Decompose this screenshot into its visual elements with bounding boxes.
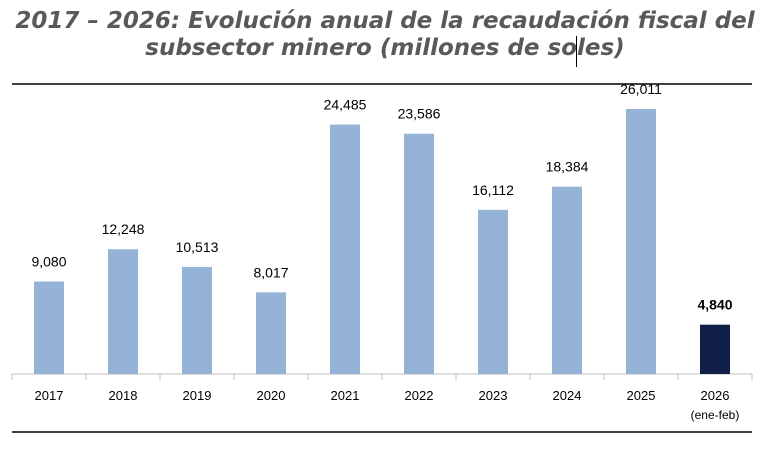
value-label-2024: 18,384 <box>546 159 589 175</box>
value-label-2021: 24,485 <box>324 97 367 113</box>
x-tick-label-2021: 2021 <box>331 388 360 403</box>
value-label-2019: 10,513 <box>176 239 219 255</box>
value-labels-group: 9,080 12,248 10,513 8,017 24,485 23,586 16,112… <box>31 81 732 313</box>
bar-2022 <box>404 133 434 374</box>
value-label-2018: 12,248 <box>102 221 145 237</box>
x-tick-label-2022: 2022 <box>405 388 434 403</box>
x-tick-label-2017: 2017 <box>35 388 64 403</box>
bar-2023 <box>478 209 508 374</box>
x-tick-labels-group: 2017 2018 2019 2020 2021 2022 2023 2024 2025 2026… <box>35 388 740 422</box>
value-label-2022: 23,586 <box>398 106 441 122</box>
bar-2026 <box>700 324 730 374</box>
bar-2018 <box>108 249 138 374</box>
bar-2017 <box>34 281 64 374</box>
chart-title-line-2: subsector minero (millones de soles) <box>145 35 625 61</box>
bar-2020 <box>256 292 286 374</box>
bar-2024 <box>552 186 582 374</box>
x-tick-sublabel-2026: (ene-feb) <box>691 408 740 422</box>
bar-2025 <box>626 109 656 374</box>
x-tick-label-2020: 2020 <box>257 388 286 403</box>
value-label-2023: 16,112 <box>472 182 514 198</box>
value-label-2026: 4,840 <box>697 297 732 313</box>
x-tick-label-2018: 2018 <box>109 388 138 403</box>
bars-group <box>34 109 730 375</box>
bar-2021 <box>330 124 360 375</box>
x-tick-label-2026: 2026 <box>701 388 730 403</box>
x-tick-label-2025: 2025 <box>627 388 656 403</box>
x-tick-label-2023: 2023 <box>479 388 508 403</box>
text-cursor <box>576 36 577 67</box>
x-tick-label-2019: 2019 <box>183 388 212 403</box>
value-label-2017: 9,080 <box>31 253 66 269</box>
value-label-2025: 26,011 <box>620 81 662 97</box>
bar-2019 <box>182 266 212 374</box>
x-tick-label-2024: 2024 <box>553 388 582 403</box>
value-label-2020: 8,017 <box>253 264 288 280</box>
chart-title-line-1: 2017 – 2026: Evolución anual de la recau… <box>15 8 755 34</box>
